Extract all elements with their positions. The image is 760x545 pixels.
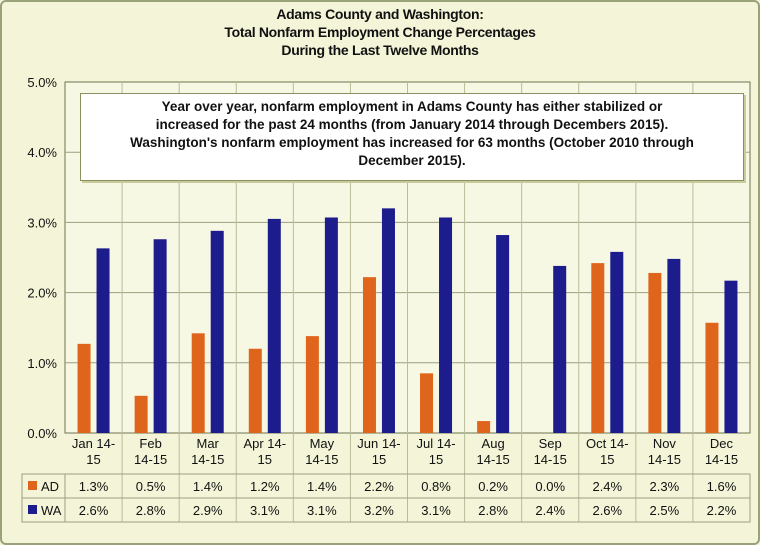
x-tick-label: Oct 14- <box>586 436 629 451</box>
data-table-value: 2.6% <box>592 503 622 518</box>
bar-wa <box>324 217 338 433</box>
chart-title-line-2: Total Nonfarm Employment Change Percenta… <box>224 24 536 40</box>
y-tick-label: 0.0% <box>27 426 57 441</box>
bar-wa <box>553 265 567 433</box>
x-tick-label: 14-15 <box>648 452 681 467</box>
x-tick-label: 14-15 <box>134 452 167 467</box>
y-tick-label: 1.0% <box>27 356 57 371</box>
bar-ad <box>420 373 434 433</box>
bar-wa <box>381 208 395 433</box>
bar-wa <box>153 239 167 433</box>
bar-wa <box>96 248 110 433</box>
data-table-value: 3.1% <box>421 503 451 518</box>
x-tick-label: 14-15 <box>191 452 224 467</box>
x-tick-label: 14-15 <box>477 452 510 467</box>
legend-label-wa: WA <box>41 503 62 518</box>
legend-swatch-ad <box>28 481 37 490</box>
bar-ad <box>648 272 662 433</box>
data-table-value: 0.2% <box>478 479 508 494</box>
data-table-value: 1.3% <box>79 479 109 494</box>
bar-wa <box>439 217 453 433</box>
chart-title-line-1: Adams County and Washington: <box>276 6 484 22</box>
bar-ad <box>705 322 719 433</box>
y-tick-label: 3.0% <box>27 215 57 230</box>
data-table-value: 3.1% <box>250 503 280 518</box>
data-table-value: 2.6% <box>79 503 109 518</box>
legend-swatch-wa <box>28 505 37 514</box>
data-table-value: 1.6% <box>707 479 737 494</box>
x-tick-label: 15 <box>258 452 272 467</box>
data-table-value: 3.1% <box>307 503 337 518</box>
x-tick-label: 15 <box>600 452 614 467</box>
x-tick-label: 15 <box>86 452 100 467</box>
x-tick-label: Jan 14- <box>72 436 115 451</box>
data-table-value: 1.4% <box>193 479 223 494</box>
bar-ad <box>477 421 491 433</box>
y-tick-label: 5.0% <box>27 75 57 90</box>
x-tick-label: May <box>310 436 335 451</box>
bar-wa <box>210 230 224 433</box>
x-tick-label: Aug <box>482 436 505 451</box>
bar-ad <box>305 336 319 433</box>
annotation-line-4: December 2015). <box>358 153 466 168</box>
data-table-value: 0.5% <box>136 479 166 494</box>
bar-wa <box>496 235 510 433</box>
data-table-value: 2.4% <box>592 479 622 494</box>
x-tick-label: Jun 14- <box>357 436 400 451</box>
annotation-box: Year over year, nonfarm employment in Ad… <box>80 93 744 181</box>
bar-ad <box>191 333 205 433</box>
x-tick-label: Jul 14- <box>417 436 456 451</box>
data-table-value: 2.2% <box>364 479 394 494</box>
legend-label-ad: AD <box>41 479 59 494</box>
annotation-line-3: Washington's nonfarm employment has incr… <box>130 135 694 150</box>
data-table-value: 0.8% <box>421 479 451 494</box>
bar-ad <box>77 343 91 433</box>
y-tick-label: 4.0% <box>27 145 57 160</box>
bar-wa <box>724 280 738 433</box>
bar-ad <box>362 277 376 433</box>
bar-ad <box>248 348 262 433</box>
x-tick-label: Dec <box>710 436 734 451</box>
x-tick-label: 14-15 <box>534 452 567 467</box>
data-table-value: 2.2% <box>707 503 737 518</box>
data-table-value: 2.9% <box>193 503 223 518</box>
x-tick-label: 15 <box>372 452 386 467</box>
x-tick-label: Nov <box>653 436 677 451</box>
data-table-value: 2.5% <box>650 503 680 518</box>
data-table-value: 2.4% <box>535 503 565 518</box>
data-table-value: 2.3% <box>650 479 680 494</box>
bar-ad <box>591 263 605 433</box>
data-table-value: 2.8% <box>136 503 166 518</box>
x-tick-label: Feb <box>139 436 161 451</box>
bar-ad <box>134 395 148 433</box>
data-table-value: 2.8% <box>478 503 508 518</box>
data-table-value: 1.4% <box>307 479 337 494</box>
annotation-line-2: increased for the past 24 months (from J… <box>155 117 669 132</box>
data-table-value: 3.2% <box>364 503 394 518</box>
data-table-value: 1.2% <box>250 479 280 494</box>
y-tick-label: 2.0% <box>27 286 57 301</box>
x-tick-label: Apr 14- <box>243 436 286 451</box>
chart-title-line-3: During the Last Twelve Months <box>281 42 479 58</box>
bar-wa <box>267 218 281 433</box>
x-tick-label: 15 <box>429 452 443 467</box>
annotation-line-1: Year over year, nonfarm employment in Ad… <box>161 99 663 114</box>
x-tick-label: 14-15 <box>705 452 738 467</box>
x-tick-label: Mar <box>197 436 220 451</box>
x-tick-label: 14-15 <box>305 452 338 467</box>
bar-wa <box>667 258 681 433</box>
data-table-value: 0.0% <box>535 479 565 494</box>
x-tick-label: Sep <box>539 436 562 451</box>
bar-wa <box>610 251 624 433</box>
